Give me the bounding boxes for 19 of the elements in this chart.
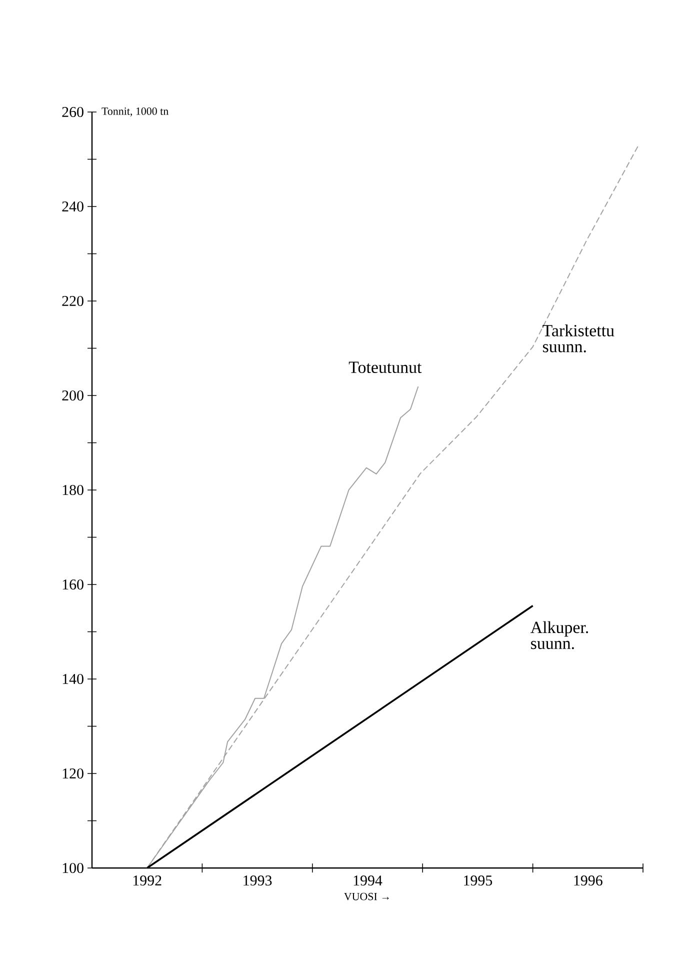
x-tick-label: 1994 — [354, 876, 382, 886]
x-tick-label: 1995 — [464, 876, 492, 886]
x-tick-label: 1993 — [244, 876, 272, 886]
x-tick-label: 1992 — [133, 876, 162, 886]
series-label: Toteutunut — [348, 362, 422, 374]
series-label: Tarkistettu suunn. — [542, 324, 614, 352]
x-axis-title: VUOSI → — [344, 892, 389, 900]
y-tick-label: 200 — [62, 390, 84, 401]
y-tick-label: 180 — [62, 484, 84, 496]
y-tick-label: 100 — [62, 862, 84, 874]
y-tick-label: 240 — [62, 201, 84, 212]
y-tick-label: 260 — [62, 106, 84, 118]
series-label: Alkuper. suunn. — [530, 621, 588, 650]
y-axis-title: Tonnit, 1000 tn — [102, 108, 168, 116]
y-tick-label: 120 — [62, 768, 84, 779]
y-tick-label: 160 — [62, 579, 84, 590]
y-tick-label: 140 — [62, 674, 84, 684]
y-tick-label: 220 — [62, 296, 84, 306]
x-tick-label: 1996 — [574, 876, 602, 886]
